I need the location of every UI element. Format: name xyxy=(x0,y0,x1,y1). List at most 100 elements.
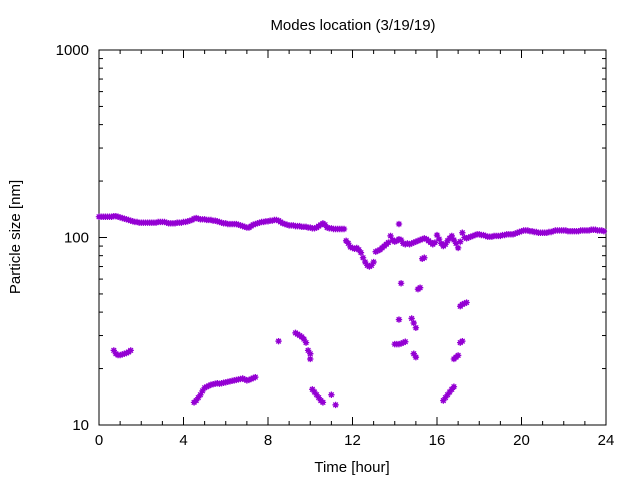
data-point-star xyxy=(482,232,489,240)
data-point xyxy=(600,228,608,235)
data-point-star xyxy=(374,247,382,254)
data-point xyxy=(459,337,466,345)
data-point xyxy=(459,229,466,236)
data-point xyxy=(319,399,327,406)
x-tick-label: 20 xyxy=(513,432,530,449)
data-point xyxy=(275,337,282,345)
data-point-star xyxy=(488,233,496,240)
data-point-star xyxy=(110,347,117,354)
data-point-star xyxy=(315,394,322,401)
data-point-star xyxy=(152,219,160,226)
data-point-star xyxy=(332,401,339,409)
data-point-star xyxy=(438,240,445,247)
data-point xyxy=(450,383,458,390)
data-point-star xyxy=(501,231,508,239)
data-point xyxy=(368,262,375,269)
data-point-star xyxy=(511,230,519,237)
data-point xyxy=(359,254,367,261)
data-point-star xyxy=(459,229,466,236)
data-point-star xyxy=(410,319,417,327)
data-point-star xyxy=(237,222,244,229)
data-point-star xyxy=(524,227,532,234)
data-point-star xyxy=(450,236,458,244)
data-point-star xyxy=(214,218,221,225)
axes xyxy=(98,49,607,426)
data-point-star xyxy=(414,237,422,245)
data-point xyxy=(345,240,352,247)
data-point-star xyxy=(370,258,377,266)
data-point-star xyxy=(218,219,225,226)
data-point-star xyxy=(199,387,206,395)
data-point-star xyxy=(368,262,375,269)
x-tick-label: 12 xyxy=(344,432,361,449)
data-point-star xyxy=(514,229,521,236)
data-point-star xyxy=(461,300,468,307)
data-point-star xyxy=(178,219,185,226)
data-point xyxy=(302,339,310,346)
data-point-star xyxy=(247,375,255,383)
data-point-star xyxy=(459,337,466,345)
data-point-star xyxy=(448,232,455,240)
data-point-star xyxy=(442,394,449,401)
data-point xyxy=(433,231,441,239)
data-point-star xyxy=(431,239,439,246)
data-point-star xyxy=(518,228,525,235)
data-point xyxy=(454,352,462,359)
data-point-star xyxy=(408,240,415,247)
data-point-star xyxy=(395,316,403,323)
data-point xyxy=(361,258,369,266)
data-point-star xyxy=(419,235,426,243)
data-point-star xyxy=(592,226,599,233)
data-point xyxy=(199,387,206,395)
data-point xyxy=(442,241,449,248)
data-point-star xyxy=(304,347,312,354)
data-point-star xyxy=(421,254,428,261)
data-point-star xyxy=(127,347,134,354)
data-point-star xyxy=(547,228,555,236)
data-point-star xyxy=(340,225,348,233)
data-point-star xyxy=(328,225,335,232)
data-point-star xyxy=(201,384,208,391)
data-point-star xyxy=(480,231,487,239)
data-point-star xyxy=(311,388,318,396)
data-point xyxy=(410,319,417,327)
data-point xyxy=(397,280,405,287)
data-point-star xyxy=(528,228,536,235)
data-point-star xyxy=(182,218,189,226)
data-point-star xyxy=(345,240,352,247)
data-point-star xyxy=(222,220,229,227)
data-point-star xyxy=(509,231,517,238)
y-tick-label: 10 xyxy=(72,417,89,434)
data-point-star xyxy=(361,258,369,266)
data-point xyxy=(370,258,377,266)
data-point-star xyxy=(323,224,331,231)
data-point-star xyxy=(562,227,570,234)
data-point-star xyxy=(161,218,168,226)
x-tick-label: 16 xyxy=(429,432,446,449)
data-point xyxy=(416,284,424,291)
data-point-star xyxy=(245,376,253,384)
data-point-star xyxy=(290,222,297,229)
data-point-star xyxy=(171,220,179,227)
x-tick-label: 4 xyxy=(179,432,187,449)
data-point-star xyxy=(469,232,477,240)
tick-labels: 0 4 8 12 16 20 24 10 100 1000 xyxy=(56,42,615,449)
data-point xyxy=(387,232,394,240)
x-tick-label: 8 xyxy=(264,432,272,449)
data-point xyxy=(357,249,365,256)
data-point-star xyxy=(211,217,219,224)
data-point-star xyxy=(419,255,426,262)
data-point-star xyxy=(197,391,204,398)
data-point-star xyxy=(307,224,314,231)
data-point-star xyxy=(412,353,420,361)
data-point-star xyxy=(359,254,367,261)
data-point-star xyxy=(385,239,392,246)
data-point-star xyxy=(452,240,460,247)
data-point-star xyxy=(412,238,420,245)
data-point-star xyxy=(476,231,483,238)
data-point-star xyxy=(328,391,335,398)
data-point-star xyxy=(241,223,248,231)
data-point xyxy=(412,324,420,331)
data-point-star xyxy=(598,227,605,234)
data-point-star xyxy=(442,241,449,248)
